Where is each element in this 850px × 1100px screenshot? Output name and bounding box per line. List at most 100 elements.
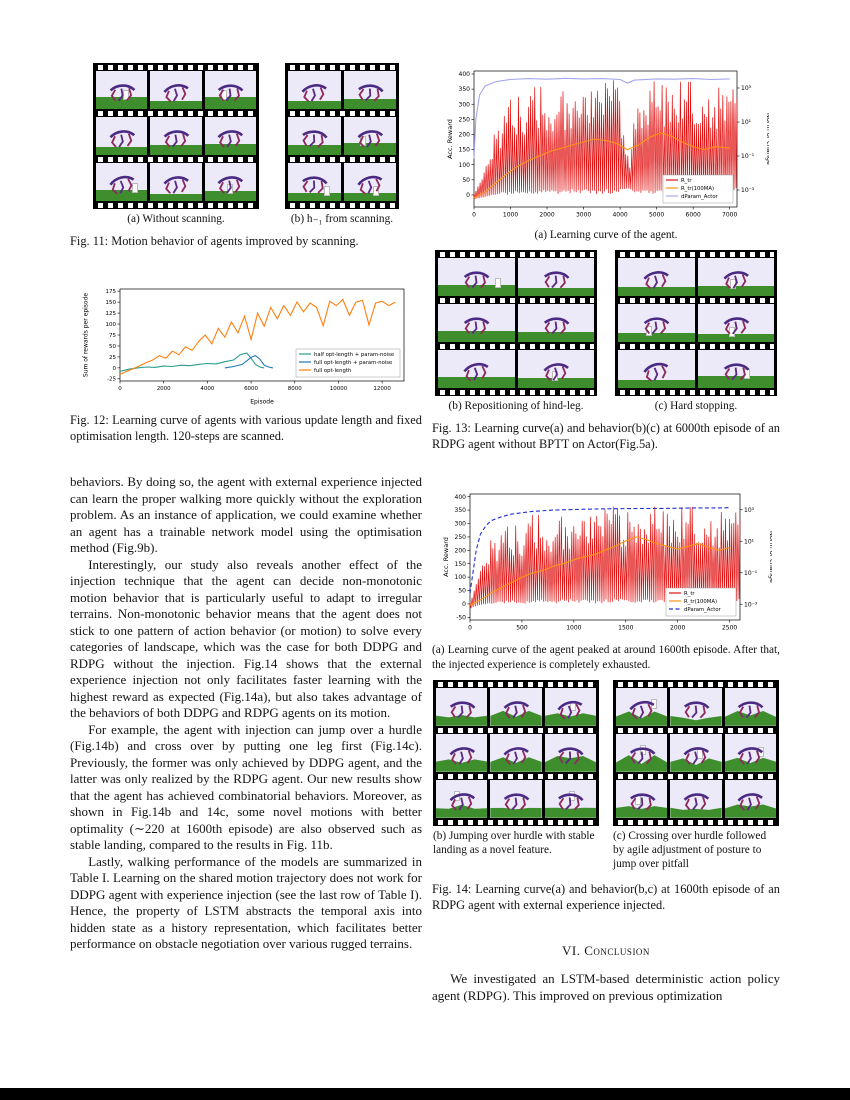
film-perforation-strip xyxy=(436,771,596,780)
walker-svg xyxy=(464,317,490,335)
figure-14: 0 500 1000 1500 2000 2500 -50 0 50 100 150 200 250 30… xyxy=(432,488,780,913)
walker-svg xyxy=(109,130,135,148)
film-perforation-strip xyxy=(616,679,776,688)
figure-11-caption: Fig. 11: Motion behavior of agents impro… xyxy=(70,234,359,249)
walker-svg xyxy=(163,84,189,103)
film-perforation-strip xyxy=(616,817,776,826)
walker-svg xyxy=(723,317,749,335)
subcaption-fig13c: (c) Hard stopping. xyxy=(654,400,738,413)
walker-robot-figure xyxy=(351,170,388,198)
hurdle-block xyxy=(494,278,501,289)
svg-text:full opt-length: full opt-length xyxy=(314,368,351,374)
svg-text:5000: 5000 xyxy=(648,212,663,219)
figure-13b: (b) Repositioning of hind-leg. xyxy=(435,250,597,413)
walker-robot-figure xyxy=(213,173,247,197)
walker-robot-figure xyxy=(623,787,660,815)
svg-text:350: 350 xyxy=(458,86,470,93)
svg-text:300: 300 xyxy=(458,101,470,108)
terrain-ground xyxy=(618,333,695,343)
fig13a-learning-curve-chart: 0 1000 2000 3000 4000 5000 6000 7000 0 50 100 150 20… xyxy=(443,65,769,225)
walker-robot-figure xyxy=(718,358,754,384)
terrain-ground xyxy=(618,380,695,389)
svg-text:10¹: 10¹ xyxy=(741,119,752,126)
film-row xyxy=(616,733,776,772)
svg-text:8000: 8000 xyxy=(288,386,302,392)
walker-robot-figure xyxy=(733,743,767,767)
film-frame xyxy=(616,779,668,818)
film-perforation-strip xyxy=(438,388,594,397)
svg-text:2000: 2000 xyxy=(670,625,685,632)
paragraph: behaviors. By doing so, the agent with e… xyxy=(70,474,422,556)
filmstrip-fig13c xyxy=(615,250,777,397)
film-frame xyxy=(616,687,668,726)
walker-svg xyxy=(644,317,670,335)
paragraph: Interestingly, our study also reveals an… xyxy=(70,556,422,721)
figure-13-strips: (b) Repositioning of hind-leg. (c) Hard … xyxy=(432,250,780,413)
svg-text:350: 350 xyxy=(455,508,467,515)
walker-svg xyxy=(217,176,244,194)
terrain-ground xyxy=(150,194,202,201)
film-frame xyxy=(436,687,488,726)
svg-text:125: 125 xyxy=(106,311,117,317)
terrain-ground xyxy=(288,145,341,155)
svg-text:4000: 4000 xyxy=(200,386,214,392)
film-row xyxy=(288,117,396,155)
film-perforation-strip xyxy=(288,63,396,71)
svg-text:10⁻³: 10⁻³ xyxy=(744,602,758,609)
svg-text:250: 250 xyxy=(455,534,467,541)
film-row xyxy=(288,71,396,109)
svg-text:2500: 2500 xyxy=(722,625,737,632)
terrain-ground xyxy=(544,713,596,726)
walker-robot-figure xyxy=(679,789,713,813)
figure-13: 0 1000 2000 3000 4000 5000 6000 7000 0 50 100 150 20… xyxy=(432,65,780,452)
page-bottom-bar xyxy=(0,1088,850,1100)
svg-text:1000: 1000 xyxy=(566,625,581,632)
walker-robot-figure xyxy=(537,266,574,293)
subcaption-fig11b: (b) h₋₁ from scanning. xyxy=(290,213,394,225)
terrain-ground xyxy=(150,145,202,155)
walker-svg xyxy=(357,130,383,148)
film-frame xyxy=(438,258,515,297)
terrain-ground xyxy=(724,757,776,772)
walker-robot-figure xyxy=(719,314,753,338)
figure-13-caption: Fig. 13: Learning curve(a) and behavior(… xyxy=(432,421,780,452)
svg-text:0: 0 xyxy=(462,601,466,608)
walker-svg xyxy=(643,271,670,290)
figure-11: (a) Without scanning. (b) h₋₁ from scann… xyxy=(70,63,422,249)
svg-text:R_tr: R_tr xyxy=(681,178,692,184)
film-frame xyxy=(204,71,256,109)
film-frame xyxy=(288,117,341,155)
film-frame xyxy=(438,350,515,389)
svg-text:200: 200 xyxy=(458,132,470,139)
svg-text:Norm of change: Norm of change xyxy=(765,113,769,165)
walker-robot-figure xyxy=(296,80,332,105)
terrain-ground xyxy=(697,376,774,389)
walker-robot-figure xyxy=(104,80,139,105)
left-column: (a) Without scanning. (b) h₋₁ from scann… xyxy=(70,63,422,953)
subcaption-fig14a: (a) Learning curve of the agent peaked a… xyxy=(432,644,780,671)
walker-svg xyxy=(543,317,570,335)
subcaption-fig14c: (c) Crossing over hurdle followed by agi… xyxy=(613,829,767,870)
terrain-ground xyxy=(438,285,515,297)
walker-robot-figure xyxy=(103,170,140,198)
svg-text:10⁻³: 10⁻³ xyxy=(741,187,755,194)
film-row xyxy=(436,687,596,726)
filmstrip-fig13b xyxy=(435,250,597,397)
walker-robot-figure xyxy=(213,127,247,151)
walker-robot-figure xyxy=(733,697,769,722)
walker-svg xyxy=(163,130,190,148)
figure-14c: (c) Crossing over hurdle followed by agi… xyxy=(613,679,779,871)
film-row xyxy=(618,304,774,343)
film-perforation-strip xyxy=(288,201,396,209)
svg-text:1000: 1000 xyxy=(502,212,517,219)
film-perforation-strip xyxy=(436,725,596,734)
svg-text:full opt-length + param-noise: full opt-length + param-noise xyxy=(314,360,392,366)
walker-svg xyxy=(449,701,476,718)
paragraph: Lastly, walking performance of the model… xyxy=(70,853,422,952)
film-frame xyxy=(343,163,396,201)
walker-svg xyxy=(543,363,569,381)
chart-legend: R_tr R_tr(100MA) dParam_Actor xyxy=(665,588,737,617)
svg-text:10¹: 10¹ xyxy=(744,539,755,546)
walker-svg xyxy=(738,701,764,718)
svg-text:6000: 6000 xyxy=(244,386,258,392)
